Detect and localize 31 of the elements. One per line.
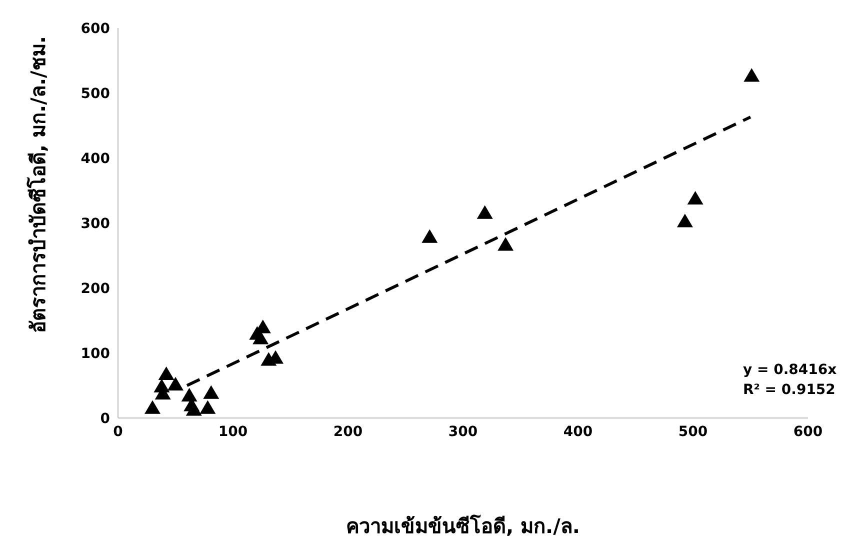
point: [181, 388, 198, 402]
x-tick-label: 400: [563, 424, 593, 440]
y-tick-label: 100: [80, 346, 110, 362]
y-tick-label: 600: [80, 20, 110, 37]
x-tick-label: 200: [333, 424, 363, 440]
point: [687, 190, 704, 205]
x-tick-label: 0: [113, 424, 124, 440]
point: [476, 205, 493, 219]
x-tick-label: 500: [678, 424, 708, 440]
y-axis-title: อัตราการบำบัดซีโอดี, มก./ล./ชม.: [26, 36, 50, 333]
point: [744, 68, 760, 82]
point: [498, 237, 514, 251]
x-tick-label: 100: [218, 424, 248, 440]
point: [154, 378, 170, 392]
x-tick-label: 600: [793, 424, 823, 440]
point: [168, 376, 184, 390]
point: [676, 214, 693, 228]
x-tick-label: 300: [448, 424, 478, 440]
y-tick-label: 400: [80, 150, 110, 167]
y-tick-label: 0: [100, 410, 110, 427]
point: [422, 229, 438, 243]
annotation: R² = 0.9152: [743, 381, 836, 400]
x-axis-title: ความเข้มข้นซีโอดี, มก./ล.: [346, 514, 580, 538]
y-tick-label: 500: [80, 86, 110, 102]
annotation: y = 0.8416x: [743, 361, 837, 380]
y-tick-label: 300: [80, 216, 110, 232]
point: [144, 400, 160, 414]
point: [203, 385, 220, 399]
y-tick-label: 200: [80, 280, 110, 297]
point: [158, 366, 174, 380]
point: [200, 400, 216, 414]
